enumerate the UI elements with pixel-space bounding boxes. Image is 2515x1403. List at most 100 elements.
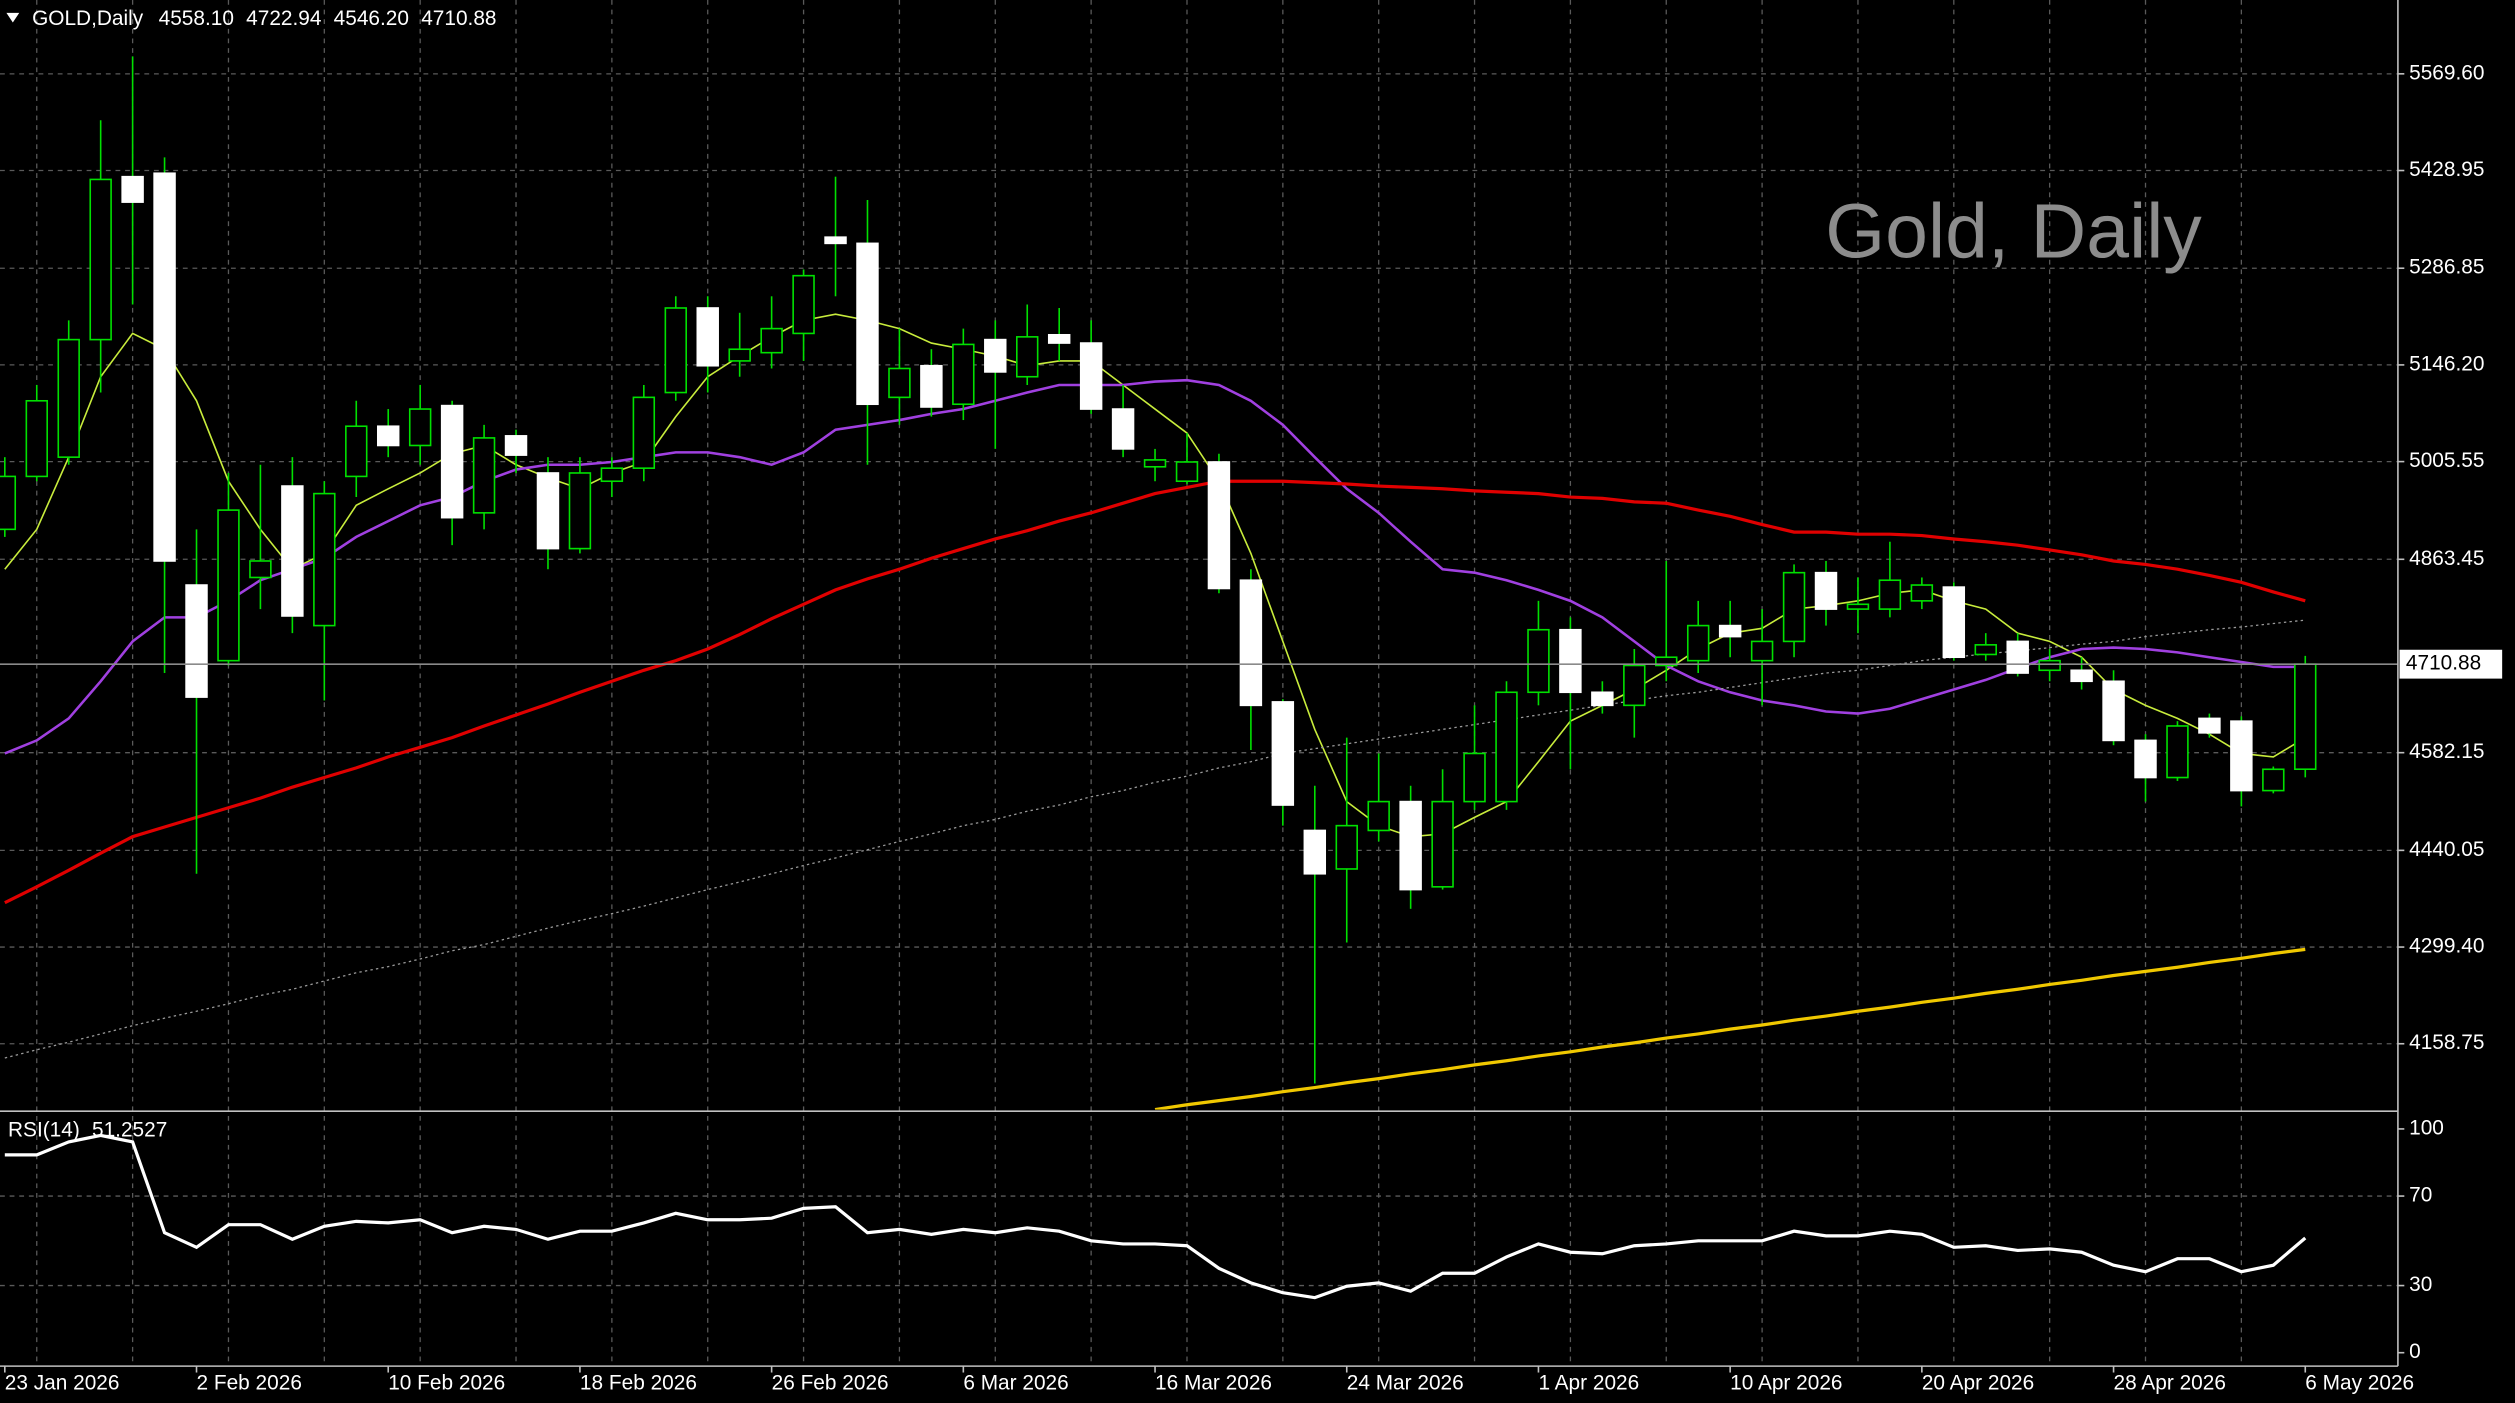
y-tick-label: 100 xyxy=(2409,1116,2444,1139)
current-price-label: 4710.88 xyxy=(2406,652,2481,675)
candle-body xyxy=(1910,584,1934,602)
axes-layer: 5569.60 5428.95 5286.85 5146.20 5005.55 4863.… xyxy=(4,61,2503,1394)
close-value: 4710.88 xyxy=(421,7,496,30)
rsi-header: RSI(14) 51.2527 xyxy=(8,1118,167,1141)
candle-body xyxy=(1527,628,1550,694)
price-pane xyxy=(0,56,2398,1110)
y-tick-label: 4863.45 xyxy=(2409,547,2484,570)
candle-body xyxy=(600,467,624,483)
candle-body xyxy=(313,492,336,627)
candle-body xyxy=(1367,800,1390,832)
x-tick-label: 10 Apr 2026 xyxy=(1730,1371,1842,1394)
candle-body xyxy=(1399,800,1422,891)
moving-average xyxy=(1154,947,2306,1110)
candle-body xyxy=(1495,691,1518,803)
candle-body xyxy=(952,343,975,406)
x-tick-label: 6 Mar 2026 xyxy=(963,1371,1068,1394)
candle-body xyxy=(57,338,80,458)
candle-body xyxy=(1750,640,1774,662)
candle-body xyxy=(1111,408,1135,450)
candle-body xyxy=(2230,720,2253,792)
x-tick-label: 6 May 2026 xyxy=(2305,1371,2414,1394)
x-tick-label: 16 Mar 2026 xyxy=(1155,1371,1272,1394)
x-tick-label: 18 Feb 2026 xyxy=(580,1371,697,1394)
watermark: Gold, Daily xyxy=(1825,189,2202,275)
x-tick-label: 1 Apr 2026 xyxy=(1538,1371,1639,1394)
rsi-name: RSI(14) xyxy=(8,1118,80,1141)
rsi-value: 51.2527 xyxy=(92,1118,167,1141)
candle-body xyxy=(376,425,400,447)
x-tick-label: 28 Apr 2026 xyxy=(2114,1371,2226,1394)
candle-body xyxy=(792,274,815,335)
y-tick-label: 4299.40 xyxy=(2409,935,2484,958)
candle-body xyxy=(1655,656,1678,667)
x-tick-label: 10 Feb 2026 xyxy=(388,1371,505,1394)
candle-body xyxy=(1463,752,1486,803)
candle-body xyxy=(185,584,208,698)
candle-body xyxy=(153,172,176,562)
candle-body xyxy=(1846,603,1870,610)
moving-average xyxy=(4,479,2306,905)
collapse-triangle xyxy=(6,12,20,23)
chart-header: GOLD,Daily 4558.10 4722.94 4546.20 4710.… xyxy=(32,7,496,30)
y-tick-label: 5005.55 xyxy=(2409,449,2484,472)
x-tick-label: 26 Feb 2026 xyxy=(772,1371,889,1394)
candle-body xyxy=(217,509,240,662)
candle-body xyxy=(1239,579,1263,707)
candle-body xyxy=(984,338,1007,373)
candle-body xyxy=(2198,717,2221,734)
y-tick-label: 0 xyxy=(2409,1340,2421,1363)
candle-body xyxy=(249,560,272,579)
candle-body xyxy=(281,485,304,617)
high-value: 4722.94 xyxy=(246,7,321,30)
candle-body xyxy=(920,364,943,408)
candle-body xyxy=(728,348,751,362)
candle-body xyxy=(1814,571,1838,610)
y-tick-label: 5286.85 xyxy=(2409,256,2484,279)
x-tick-label: 24 Mar 2026 xyxy=(1347,1371,1464,1394)
candle-body xyxy=(2070,669,2093,683)
candle-body xyxy=(632,396,656,469)
candle-body xyxy=(504,435,528,456)
candle-body xyxy=(1591,691,1614,707)
candle-body xyxy=(1782,571,1806,643)
candle-body xyxy=(824,236,847,245)
y-tick-label: 4582.15 xyxy=(2409,740,2484,763)
x-tick-label: 2 Feb 2026 xyxy=(197,1371,302,1394)
candle-body xyxy=(0,475,17,531)
candle-body xyxy=(2294,663,2317,771)
rsi-pane xyxy=(4,1133,2307,1300)
current-price-box xyxy=(2399,649,2503,679)
candle-body xyxy=(1016,336,1039,378)
candle-body xyxy=(536,472,560,550)
candle-body xyxy=(89,178,112,341)
candle-body xyxy=(696,307,719,367)
candle-body xyxy=(1079,342,1103,410)
candle-body xyxy=(2038,659,2061,672)
y-tick-label: 5569.60 xyxy=(2409,61,2484,84)
candle-body xyxy=(888,367,911,399)
open-value: 4558.10 xyxy=(159,7,234,30)
candle-body xyxy=(25,399,48,478)
candle-body xyxy=(1047,333,1071,344)
candle-body xyxy=(1271,701,1295,806)
candle-body xyxy=(345,425,368,478)
y-tick-label: 5146.20 xyxy=(2409,352,2484,375)
candle-body xyxy=(1431,800,1454,888)
candle-body xyxy=(1718,624,1742,638)
candle-body xyxy=(472,437,496,514)
low-value: 4546.20 xyxy=(334,7,409,30)
x-tick-label: 23 Jan 2026 xyxy=(5,1371,120,1394)
candle-body xyxy=(856,242,879,406)
candle-body xyxy=(121,175,144,203)
candle-body xyxy=(1623,664,1646,707)
moving-average xyxy=(4,378,2306,755)
candle-body xyxy=(1303,829,1327,875)
candle-body xyxy=(664,307,688,394)
y-tick-label: 30 xyxy=(2409,1273,2432,1296)
candle-body xyxy=(1974,644,1997,656)
candle-body xyxy=(760,327,783,354)
moving-average xyxy=(4,619,2306,1059)
